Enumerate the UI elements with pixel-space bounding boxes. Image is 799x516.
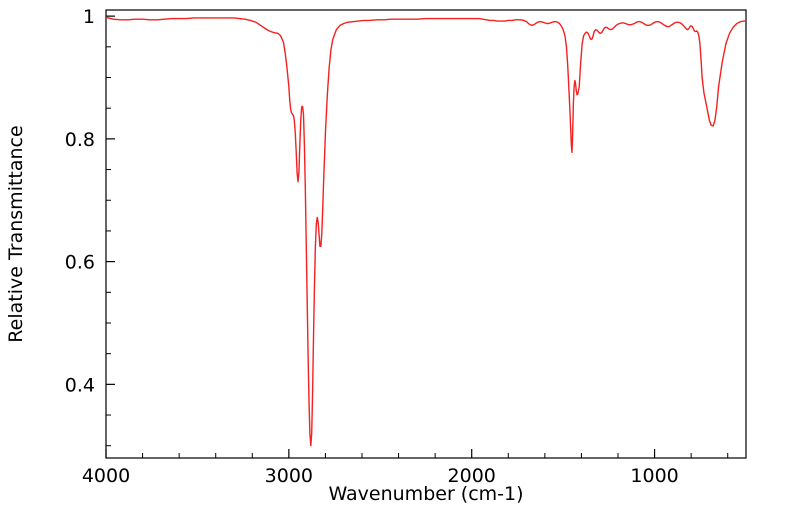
x-axis-tick-labels: 4000 3000 2000 1000	[82, 465, 679, 487]
spectrum-line	[106, 16, 746, 447]
x-tick-label: 3000	[265, 465, 313, 487]
y-axis-title: Relative Transmittance	[5, 125, 27, 342]
plot-border	[105, 9, 747, 459]
y-tick-label: 1	[83, 6, 95, 28]
x-axis-title: Wavenumber (cm-1)	[328, 483, 523, 505]
x-tick-label: 4000	[82, 465, 130, 487]
y-tick-label: 0.8	[65, 129, 95, 151]
plot-frame	[105, 9, 747, 459]
y-tick-label: 0.4	[65, 374, 95, 396]
x-tick-label: 2000	[448, 465, 496, 487]
x-tick-label: 1000	[630, 465, 678, 487]
y-tick-label: 0.6	[65, 252, 95, 274]
spectrum-series-group	[106, 16, 746, 447]
y-axis-tick-labels: 1 0.8 0.6 0.4	[65, 6, 95, 396]
y-axis-ticks	[106, 15, 115, 447]
x-axis-ticks	[105, 449, 729, 458]
